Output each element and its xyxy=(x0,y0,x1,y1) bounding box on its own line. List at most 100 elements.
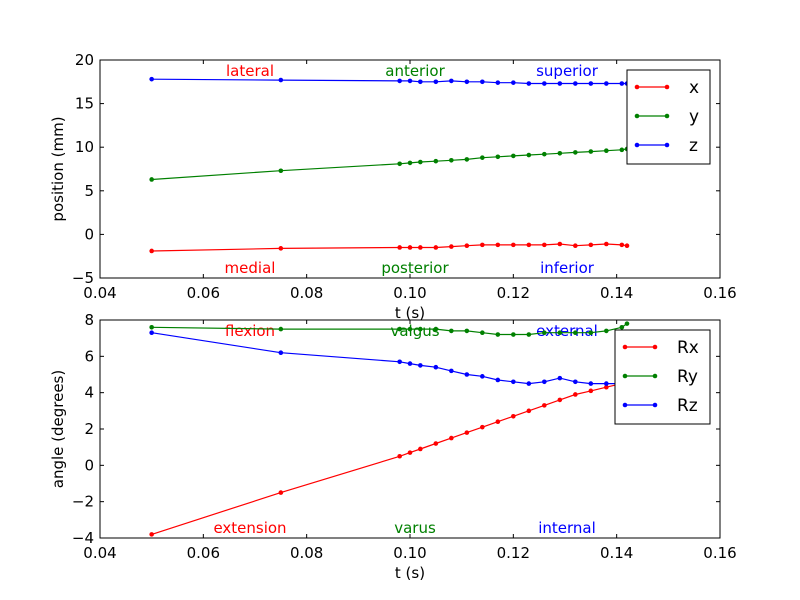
chart-2-series-point-Rx xyxy=(278,490,284,495)
chart-1-series-point-y xyxy=(526,152,532,158)
chart-1-series-point-z xyxy=(149,76,154,82)
chart-2-x-tick-label: 0.14 xyxy=(600,544,633,562)
chart-2-annotation-bottom: varus xyxy=(394,519,436,537)
chart-1-series-point-x xyxy=(464,243,470,249)
chart-2-legend-label: Rz xyxy=(677,396,698,416)
chart-2-series-point-Rx xyxy=(495,419,501,425)
chart-2-series-point-Rx xyxy=(397,453,402,459)
chart-1-x-tick-label: 0.08 xyxy=(290,284,323,302)
chart-2-series-point-Ry xyxy=(604,328,609,334)
chart-2-series-point-Ry xyxy=(464,328,470,334)
chart-2-series-point-Rz xyxy=(480,374,485,379)
chart-2-legend-swatch-marker xyxy=(652,402,658,408)
chart-2-series-point-Rx xyxy=(418,446,423,452)
chart-2-series-point-Ry xyxy=(624,321,630,326)
chart-1-series-point-z xyxy=(511,80,516,85)
chart-1-y-tick-label: 5 xyxy=(84,182,94,200)
chart-2-series-point-Ry xyxy=(542,330,547,336)
chart-2-series-point-Ry xyxy=(449,328,454,334)
chart-1-series-point-z xyxy=(619,81,625,86)
chart-2-series-point-Rx xyxy=(407,450,413,455)
chart-1-series-point-y xyxy=(495,154,501,160)
chart-2-series-point-Ry xyxy=(278,326,284,332)
chart-2-series-point-Ry xyxy=(418,326,423,332)
chart-2-series-point-Rx xyxy=(433,441,439,446)
chart-1-series-point-z xyxy=(604,81,609,86)
chart-1-series-point-y xyxy=(604,148,609,153)
chart-1-legend-swatch-marker xyxy=(664,142,670,148)
chart-1-series-point-z xyxy=(480,79,485,85)
chart-1-series-point-x xyxy=(149,248,154,254)
chart-1-series-point-x xyxy=(407,245,413,250)
chart-2-legend-swatch-marker xyxy=(622,373,628,379)
chart-2-series-point-Rz xyxy=(433,364,439,370)
chart-1-legend-swatch-marker xyxy=(634,84,640,90)
chart-1-series-point-x xyxy=(449,244,454,249)
chart-1-series-point-y xyxy=(449,157,454,163)
chart-1-annotation-top: lateral xyxy=(226,62,274,80)
chart-1-series-point-z xyxy=(407,78,413,84)
chart-1-series-point-x xyxy=(573,243,578,249)
chart-1-series-point-z xyxy=(449,78,454,84)
chart-1-y-tick-label: 0 xyxy=(84,225,94,243)
chart-2-legend-label: Rx xyxy=(677,338,699,358)
chart-2-legend-swatch-marker xyxy=(622,344,628,350)
chart-2-series-point-Rz xyxy=(278,350,284,356)
chart-1-series-point-x xyxy=(397,245,402,250)
chart-1-series-point-x xyxy=(557,241,563,247)
chart-2-series-point-Rz xyxy=(542,379,547,385)
chart-2-y-tick-label: 4 xyxy=(84,384,94,402)
chart-2-legend-swatch-marker xyxy=(622,402,628,408)
chart-1-y-tick-label: 15 xyxy=(75,95,94,113)
chart-2-y-axis-label: angle (degrees) xyxy=(49,370,67,488)
chart-2-series-point-Rx xyxy=(557,397,563,403)
chart-2-series-point-Rx xyxy=(149,532,154,537)
chart-2-series-point-Rx xyxy=(480,424,485,430)
chart-1-series-point-x xyxy=(542,242,547,248)
chart-2-series-point-Ry xyxy=(557,330,563,336)
chart-1-x-axis-label: t (s) xyxy=(395,304,425,322)
chart-2-x-tick-label: 0.16 xyxy=(703,544,736,562)
chart-1-x-tick-label: 0.10 xyxy=(393,284,426,302)
chart-1-series-point-y xyxy=(557,151,563,156)
chart-1-series-point-z xyxy=(495,80,501,85)
chart-2-series-point-Ry xyxy=(433,326,439,332)
chart-1-legend-swatch-marker xyxy=(664,84,670,90)
chart-2-series-point-Rz xyxy=(573,379,578,385)
chart-1-series-point-z xyxy=(542,81,547,86)
chart-1-series-point-x xyxy=(278,246,284,251)
chart-2-series-point-Rz xyxy=(397,359,402,365)
chart-2-x-tick-label: 0.10 xyxy=(393,544,426,562)
chart-1-plot-frame xyxy=(99,59,721,279)
chart-2-series-point-Rx xyxy=(542,403,547,408)
chart-1-series-point-x xyxy=(480,242,485,248)
chart-2-series-point-Rx xyxy=(588,388,594,394)
chart-1-y-tick-label: 20 xyxy=(75,51,94,69)
chart-2-y-tick-label: 8 xyxy=(84,311,94,329)
chart-1-series-point-z xyxy=(588,81,594,86)
chart-1-series-point-y xyxy=(511,153,516,159)
chart-1-series-point-x xyxy=(526,242,532,248)
chart-1-y-tick-label: −5 xyxy=(72,269,94,287)
chart-2-legend-swatch-marker xyxy=(652,344,658,350)
chart-2-series-point-Rz xyxy=(407,361,413,366)
chart-2-series-point-Ry xyxy=(149,324,154,330)
chart-1-annotation-top: superior xyxy=(536,62,599,80)
chart-2-x-tick-label: 0.12 xyxy=(497,544,530,562)
chart-2-series-point-Rz xyxy=(449,368,454,374)
chart-1-series-point-y xyxy=(278,168,284,174)
chart-1-series-point-z xyxy=(573,81,578,86)
chart-1-series-point-z xyxy=(557,81,563,86)
chart-2-series-point-Ry xyxy=(573,330,578,336)
chart-1-legend-swatch-marker xyxy=(664,113,670,119)
chart-1-series-point-x xyxy=(433,245,439,250)
chart-2-x-tick-label: 0.04 xyxy=(83,544,116,562)
chart-1-series-point-y xyxy=(397,161,402,167)
chart-2-series-point-Ry xyxy=(480,330,485,336)
chart-1-series-point-z xyxy=(418,79,423,85)
chart-2-x-axis-label: t (s) xyxy=(395,564,425,582)
chart-2-series-point-Ry xyxy=(407,326,413,332)
chart-2-legend-swatch-marker xyxy=(652,373,658,379)
chart-2-y-tick-label: −2 xyxy=(72,493,94,511)
